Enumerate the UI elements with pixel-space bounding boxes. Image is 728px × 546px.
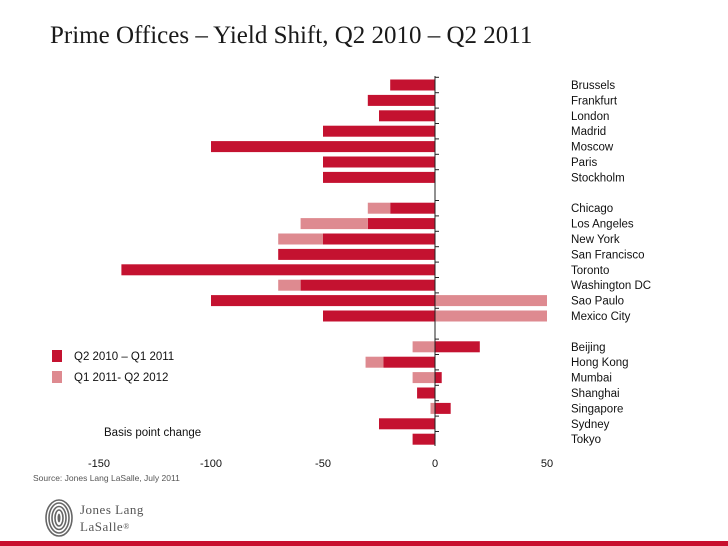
logo-line-2: LaSalle® [80,518,144,535]
category-label-beijing: Beijing [571,342,606,354]
legend-swatch-q1-2011-q2-2012 [52,371,62,383]
category-label-sydney: Sydney [571,419,610,431]
category-labels: Brussels Frankfurt London Madrid Moscow Paris… [571,80,651,446]
bar-washington-dc-series-1 [300,279,435,291]
bar-hong-kong-series-2 [365,356,384,368]
category-label-washington-dc: Washington DC [571,280,651,292]
category-label-paris: Paris [571,157,597,169]
bar-sydney-series-1 [379,418,435,430]
bar-toronto-series-1 [121,264,436,276]
bar-los-angeles-series-2 [300,218,368,230]
category-label-tokyo: Tokyo [571,434,601,446]
category-label-madrid: Madrid [571,126,606,138]
bar-new-york-series-1 [323,233,435,245]
company-logo: Jones Lang LaSalle® [44,498,144,538]
bar-singapore-series-1 [435,402,451,414]
bar-singapore-series-2 [430,402,435,414]
category-label-shanghai: Shanghai [571,388,620,400]
category-label-los-angeles: Los Angeles [571,219,634,231]
logo-line-1: Jones Lang [80,502,144,517]
bar-washington-dc-series-2 [278,279,301,291]
x-tick-label-minus-150: -150 [88,458,110,470]
category-label-frankfurt: Frankfurt [571,95,618,107]
bar-tokyo-series-1 [412,433,435,445]
category-label-new-york: New York [571,234,620,246]
bar-chicago-series-2 [367,202,391,214]
bar-stockholm-series-1 [323,171,435,183]
bar-london-series-1 [379,110,435,122]
legend-swatch-q2-2010-q1-2011 [52,350,62,362]
x-tick-label-minus-50: -50 [315,458,331,470]
bar-paris-series-1 [323,156,435,168]
category-label-hong-kong: Hong Kong [571,357,629,369]
x-axis-title: Basis point change [104,427,201,439]
category-label-sao-paulo: Sao Paulo [571,296,624,308]
axis-layer: -150 -100 -50 0 50 [88,76,553,470]
bar-shanghai-series-1 [417,387,435,399]
bar-frankfurt-series-1 [367,94,435,106]
bar-madrid-series-1 [323,125,435,137]
bar-mexico-city-series-2 [435,310,547,322]
category-label-toronto: Toronto [571,265,609,277]
category-label-singapore: Singapore [571,403,623,415]
x-tick-label-minus-100: -100 [200,458,222,470]
logo-registered-mark: ® [123,522,130,531]
source-note: Source: Jones Lang LaSalle, July 2011 [33,473,180,483]
slide-title: Prime Offices – Yield Shift, Q2 2010 – Q… [50,22,533,49]
category-label-moscow: Moscow [571,142,614,154]
category-label-london: London [571,111,609,123]
category-label-chicago: Chicago [571,203,613,215]
bar-new-york-series-2 [278,233,323,245]
bar-beijing-series-2 [412,341,435,353]
x-tick-label-50: 50 [541,458,553,470]
bar-hong-kong-series-1 [383,356,435,368]
bar-moscow-series-1 [211,141,435,153]
bar-beijing-series-1 [435,341,480,353]
bar-san-francisco-series-1 [278,248,435,260]
category-label-stockholm: Stockholm [571,172,625,184]
legend-label-q2-2010-q1-2011: Q2 2010 – Q1 2011 [74,351,174,363]
bar-chicago-series-1 [390,202,435,214]
bar-sao-paulo-series-2 [435,295,547,307]
category-label-mumbai: Mumbai [571,373,612,385]
category-label-mexico-city: Mexico City [571,311,631,323]
bars-layer [121,79,547,445]
category-label-san-francisco: San Francisco [571,249,645,261]
legend-label-q1-2011-q2-2012: Q1 2011- Q2 2012 [74,372,168,384]
bar-los-angeles-series-1 [367,218,435,230]
category-label-brussels: Brussels [571,80,615,92]
yield-shift-chart: -150 -100 -50 0 50 Brussels Frankfurt London Ma… [52,76,651,470]
bar-mexico-city-series-1 [323,310,435,322]
bar-mumbai-series-2 [412,372,435,384]
legend: Q2 2010 – Q1 2011 Q1 2011- Q2 2012 [52,350,174,384]
bar-brussels-series-1 [390,79,435,91]
x-tick-label-0: 0 [432,458,438,470]
bar-sao-paulo-series-1 [211,295,435,307]
bar-mumbai-series-1 [435,372,442,384]
logo-wordmark: Jones Lang LaSalle® [80,501,144,535]
footer-accent-bar [0,541,728,546]
logo-mark-icon [45,499,73,537]
logo-line-2-text: LaSalle [80,519,124,534]
